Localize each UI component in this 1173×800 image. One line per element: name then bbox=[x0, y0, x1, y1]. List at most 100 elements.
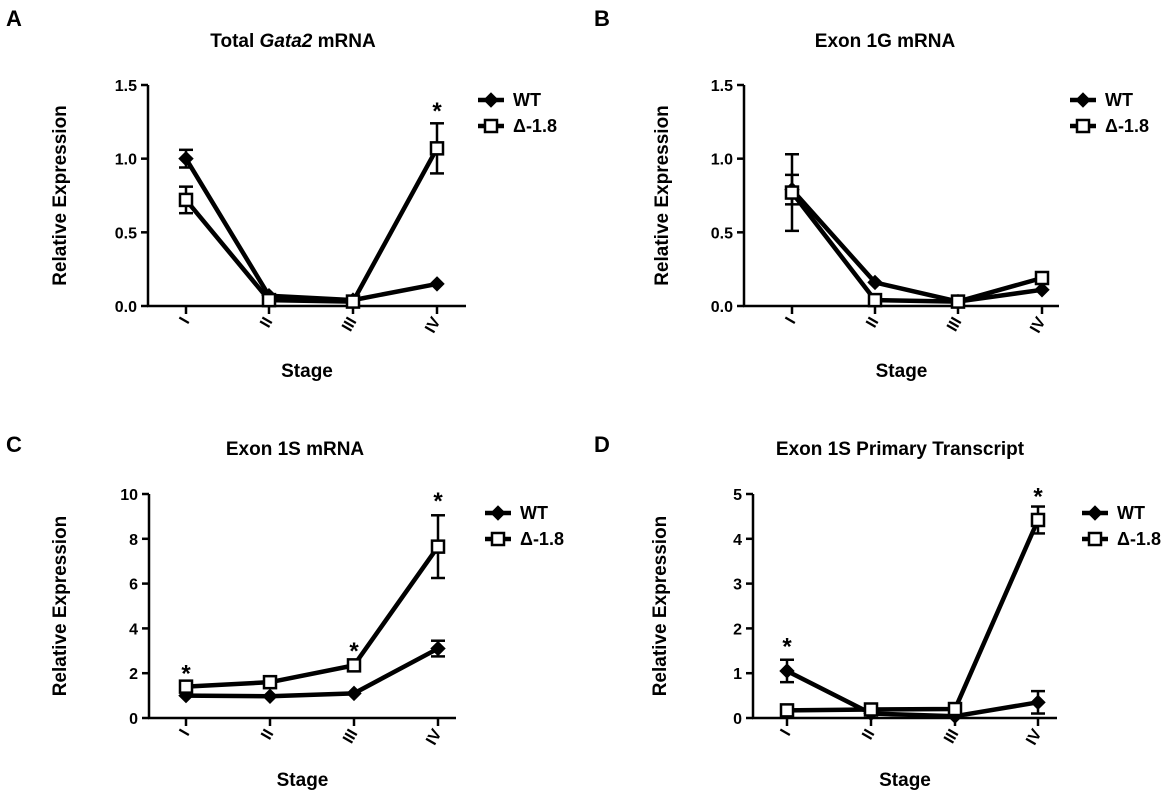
significance-star: * bbox=[349, 638, 359, 665]
legend-label: WT bbox=[520, 503, 548, 523]
data-point bbox=[779, 703, 795, 718]
data-point bbox=[947, 701, 963, 717]
x-tick-label: IV bbox=[1023, 726, 1045, 748]
y-tick-label: 1.0 bbox=[115, 152, 137, 169]
y-tick-label: 8 bbox=[129, 532, 138, 549]
data-point bbox=[867, 292, 883, 308]
legend-marker bbox=[490, 531, 506, 547]
legend-marker bbox=[490, 505, 506, 521]
data-point bbox=[430, 640, 446, 657]
series-wt bbox=[178, 148, 445, 308]
chart-title-part: Gata2 bbox=[260, 31, 313, 52]
y-tick-label: 6 bbox=[129, 577, 138, 594]
panel-letter: B bbox=[594, 6, 610, 31]
data-point bbox=[779, 663, 795, 679]
data-point bbox=[863, 702, 879, 717]
y-tick-label: 1.0 bbox=[711, 152, 733, 169]
x-tick-label: III bbox=[944, 315, 965, 335]
legend-marker bbox=[1087, 531, 1103, 547]
data-point bbox=[262, 688, 278, 704]
legend-label: Δ-1.8 bbox=[1117, 529, 1161, 549]
y-axis-label: Relative Expression bbox=[652, 105, 673, 286]
series-line bbox=[790, 188, 1043, 304]
series-wt bbox=[779, 658, 1046, 724]
y-tick-label: 2 bbox=[733, 621, 742, 638]
y-axis-label: Relative Expression bbox=[50, 105, 71, 286]
x-axis-label: Stage bbox=[281, 361, 333, 382]
data-point bbox=[950, 294, 966, 309]
legend-marker bbox=[1087, 505, 1103, 521]
chart-title: Exon 1S Primary Transcript bbox=[776, 439, 1025, 460]
panel-letter: A bbox=[6, 6, 22, 31]
y-tick-label: 0 bbox=[733, 711, 742, 728]
data-point bbox=[346, 685, 362, 702]
data-point bbox=[178, 150, 194, 167]
series-line bbox=[786, 519, 1041, 713]
y-tick-label: 0.5 bbox=[115, 225, 137, 242]
data-point bbox=[346, 658, 362, 673]
y-tick-label: 0.0 bbox=[115, 299, 137, 316]
x-tick-label: IV bbox=[422, 314, 444, 336]
x-tick-label: IV bbox=[423, 726, 445, 748]
chart-title-part: Total bbox=[210, 31, 259, 52]
legend: WT Δ-1.8 bbox=[485, 503, 564, 549]
x-axis-label: Stage bbox=[277, 770, 329, 791]
series-delta-1-8 bbox=[784, 152, 1050, 309]
chart-title: Total Gata2 mRNA bbox=[210, 31, 376, 52]
chart-title-part: Exon 1G mRNA bbox=[815, 31, 956, 52]
data-point bbox=[262, 674, 278, 690]
x-tick-label: I bbox=[177, 315, 194, 327]
y-tick-label: 0.5 bbox=[711, 225, 733, 242]
y-tick-label: 4 bbox=[733, 532, 742, 549]
series-line bbox=[185, 545, 440, 689]
series-line bbox=[785, 668, 1039, 719]
series-delta-1-8 bbox=[178, 122, 445, 309]
x-tick-label: III bbox=[941, 727, 962, 747]
significance-star: * bbox=[782, 634, 792, 661]
y-axis-label: Relative Expression bbox=[650, 516, 671, 697]
x-tick-label: I bbox=[778, 727, 795, 739]
x-tick-label: II bbox=[863, 315, 882, 331]
data-point bbox=[867, 274, 883, 291]
y-tick-label: 0 bbox=[129, 711, 138, 728]
y-axis-label: Relative Expression bbox=[50, 516, 71, 697]
data-point bbox=[1030, 512, 1046, 528]
series-line bbox=[790, 191, 1043, 304]
legend-label: WT bbox=[513, 90, 541, 110]
legend-label: Δ-1.8 bbox=[1105, 116, 1149, 136]
y-tick-label: 4 bbox=[129, 621, 138, 638]
y-tick-label: 1.5 bbox=[711, 78, 733, 95]
data-point bbox=[784, 185, 800, 200]
data-point bbox=[429, 141, 445, 156]
legend-marker bbox=[483, 92, 499, 108]
y-tick-label: 5 bbox=[733, 487, 742, 504]
legend-label: WT bbox=[1105, 90, 1133, 110]
x-tick-label: III bbox=[339, 315, 360, 335]
x-axis-label: Stage bbox=[879, 770, 931, 791]
data-point bbox=[1030, 694, 1046, 711]
series-delta-1-8 bbox=[178, 514, 446, 694]
data-point bbox=[1034, 282, 1050, 298]
y-tick-label: 3 bbox=[733, 577, 742, 594]
y-tick-label: 0.0 bbox=[711, 299, 733, 316]
legend-marker bbox=[483, 118, 499, 134]
significance-star: * bbox=[433, 488, 443, 515]
significance-star: * bbox=[181, 660, 191, 687]
series-wt bbox=[178, 639, 446, 704]
x-axis-label: Stage bbox=[876, 361, 928, 382]
x-tick-label: IV bbox=[1027, 314, 1049, 336]
x-tick-label: II bbox=[258, 727, 277, 743]
y-tick-label: 2 bbox=[129, 666, 138, 683]
x-tick-label: II bbox=[859, 727, 878, 743]
y-tick-label: 1 bbox=[733, 666, 742, 683]
chart-title-part: Exon 1S Primary Transcript bbox=[776, 439, 1025, 460]
legend-label: Δ-1.8 bbox=[520, 529, 564, 549]
legend-label: Δ-1.8 bbox=[513, 116, 557, 136]
x-tick-label: III bbox=[340, 727, 361, 747]
significance-star: * bbox=[1033, 484, 1043, 511]
series-line bbox=[184, 147, 439, 304]
